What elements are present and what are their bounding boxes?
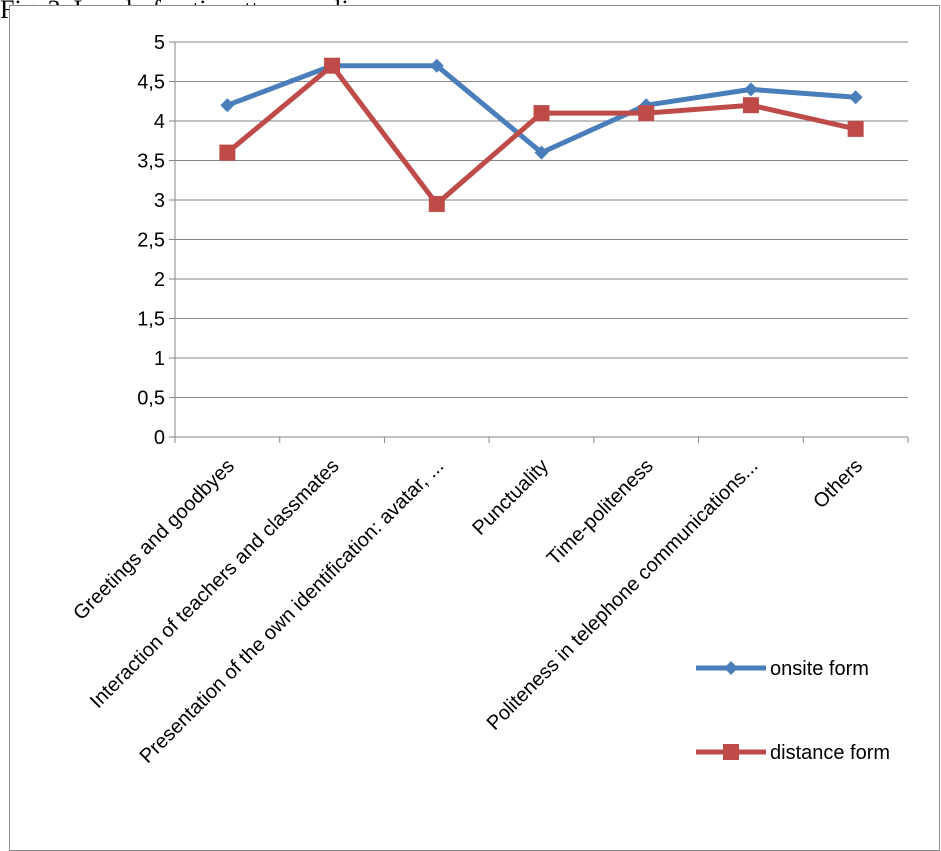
legend-label: distance form	[770, 742, 890, 764]
axes	[169, 41, 909, 443]
x-tick-label: Others	[809, 455, 867, 513]
onsite-data-point	[220, 98, 235, 113]
y-tick-label: 4,5	[137, 72, 165, 94]
legend-label: onsite form	[770, 658, 869, 680]
y-tick-label: 3	[154, 190, 165, 212]
distance-data-point	[847, 120, 864, 137]
x-tick-label: Time-politeness	[543, 455, 658, 570]
distance-data-point	[742, 97, 759, 114]
y-tick-label: 2,5	[137, 230, 165, 252]
y-tick-label: 0	[154, 427, 165, 449]
y-tick-label: 4	[154, 111, 165, 133]
y-tick-label: 2	[154, 269, 165, 291]
chart-frame	[9, 5, 940, 851]
legend-marker	[724, 661, 738, 675]
legend: onsite form distance form	[696, 658, 890, 764]
series	[219, 57, 864, 212]
y-tick-label: 3,5	[137, 151, 165, 173]
distance-data-point	[219, 144, 236, 161]
onsite-data-point	[743, 82, 758, 97]
y-tick-label: 5	[154, 32, 165, 54]
onsite-data-point	[429, 58, 444, 73]
x-tick-label: Punctuality	[468, 455, 553, 540]
onsite-data-point	[534, 145, 549, 160]
onsite-data-point	[848, 90, 863, 105]
distance-data-point	[428, 195, 445, 212]
distance-data-point	[324, 57, 341, 74]
y-tick-label: 1,5	[137, 309, 165, 331]
y-tick-labels: 0 0,5 1 1,5 2 2,5 3 3,5 4 4,5 5	[137, 32, 165, 449]
y-tick-label: 0,5	[137, 388, 165, 410]
distance-data-point	[533, 105, 550, 122]
legend-marker	[723, 744, 739, 760]
series-line-distance	[225, 63, 857, 207]
distance-data-point	[638, 105, 655, 122]
y-tick-label: 1	[154, 348, 165, 370]
